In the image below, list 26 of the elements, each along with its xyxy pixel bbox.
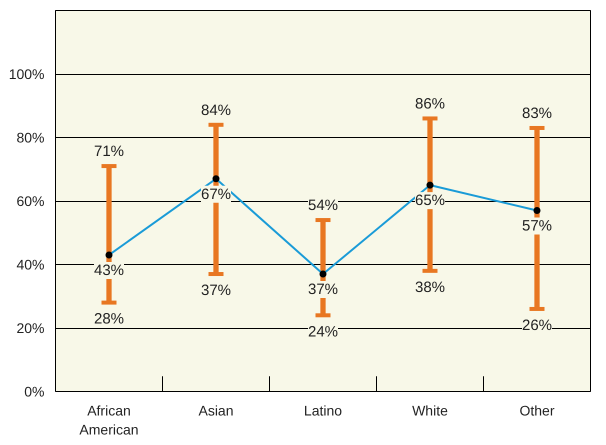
annotation: 84% xyxy=(200,102,232,119)
y-tick-label: 0% xyxy=(24,384,44,400)
x-tick-label: African American xyxy=(79,402,139,438)
annotation: 37% xyxy=(200,282,232,300)
data-label: 37% xyxy=(308,281,338,298)
data-label: 43% xyxy=(94,262,124,279)
x-tick-label: Other xyxy=(519,402,555,418)
annotation: 54% xyxy=(308,197,338,214)
y-tick-label: 100% xyxy=(8,66,45,82)
annotation: 28% xyxy=(94,310,124,328)
data-label: 57% xyxy=(522,218,552,235)
y-tick-label: 40% xyxy=(16,256,45,272)
annotation: 71% xyxy=(94,143,124,160)
data-label: 67% xyxy=(200,186,232,203)
annotation: 24% xyxy=(308,323,338,340)
x-tick-label: Latino xyxy=(304,402,342,418)
annotation: 83% xyxy=(522,104,552,122)
y-tick-label: 60% xyxy=(16,193,45,209)
data-label: 65% xyxy=(414,192,446,210)
y-tick-label: 80% xyxy=(16,130,45,146)
annotation: 38% xyxy=(414,278,446,296)
x-tick-label: White xyxy=(412,402,448,418)
y-tick-label: 20% xyxy=(16,320,45,336)
x-tick-label: Asian xyxy=(198,402,234,418)
annotation: 26% xyxy=(522,316,552,334)
annotation: 86% xyxy=(414,95,446,112)
